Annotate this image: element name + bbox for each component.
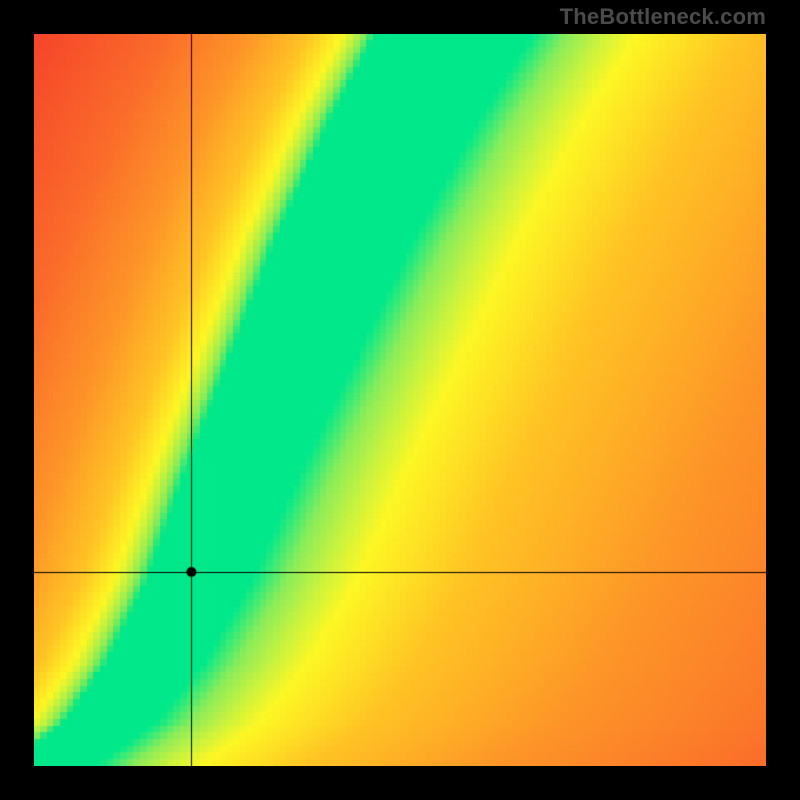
watermark-text: TheBottleneck.com xyxy=(560,4,766,30)
chart-frame: TheBottleneck.com xyxy=(0,0,800,800)
plot-area xyxy=(34,34,766,766)
heatmap-canvas xyxy=(34,34,766,766)
